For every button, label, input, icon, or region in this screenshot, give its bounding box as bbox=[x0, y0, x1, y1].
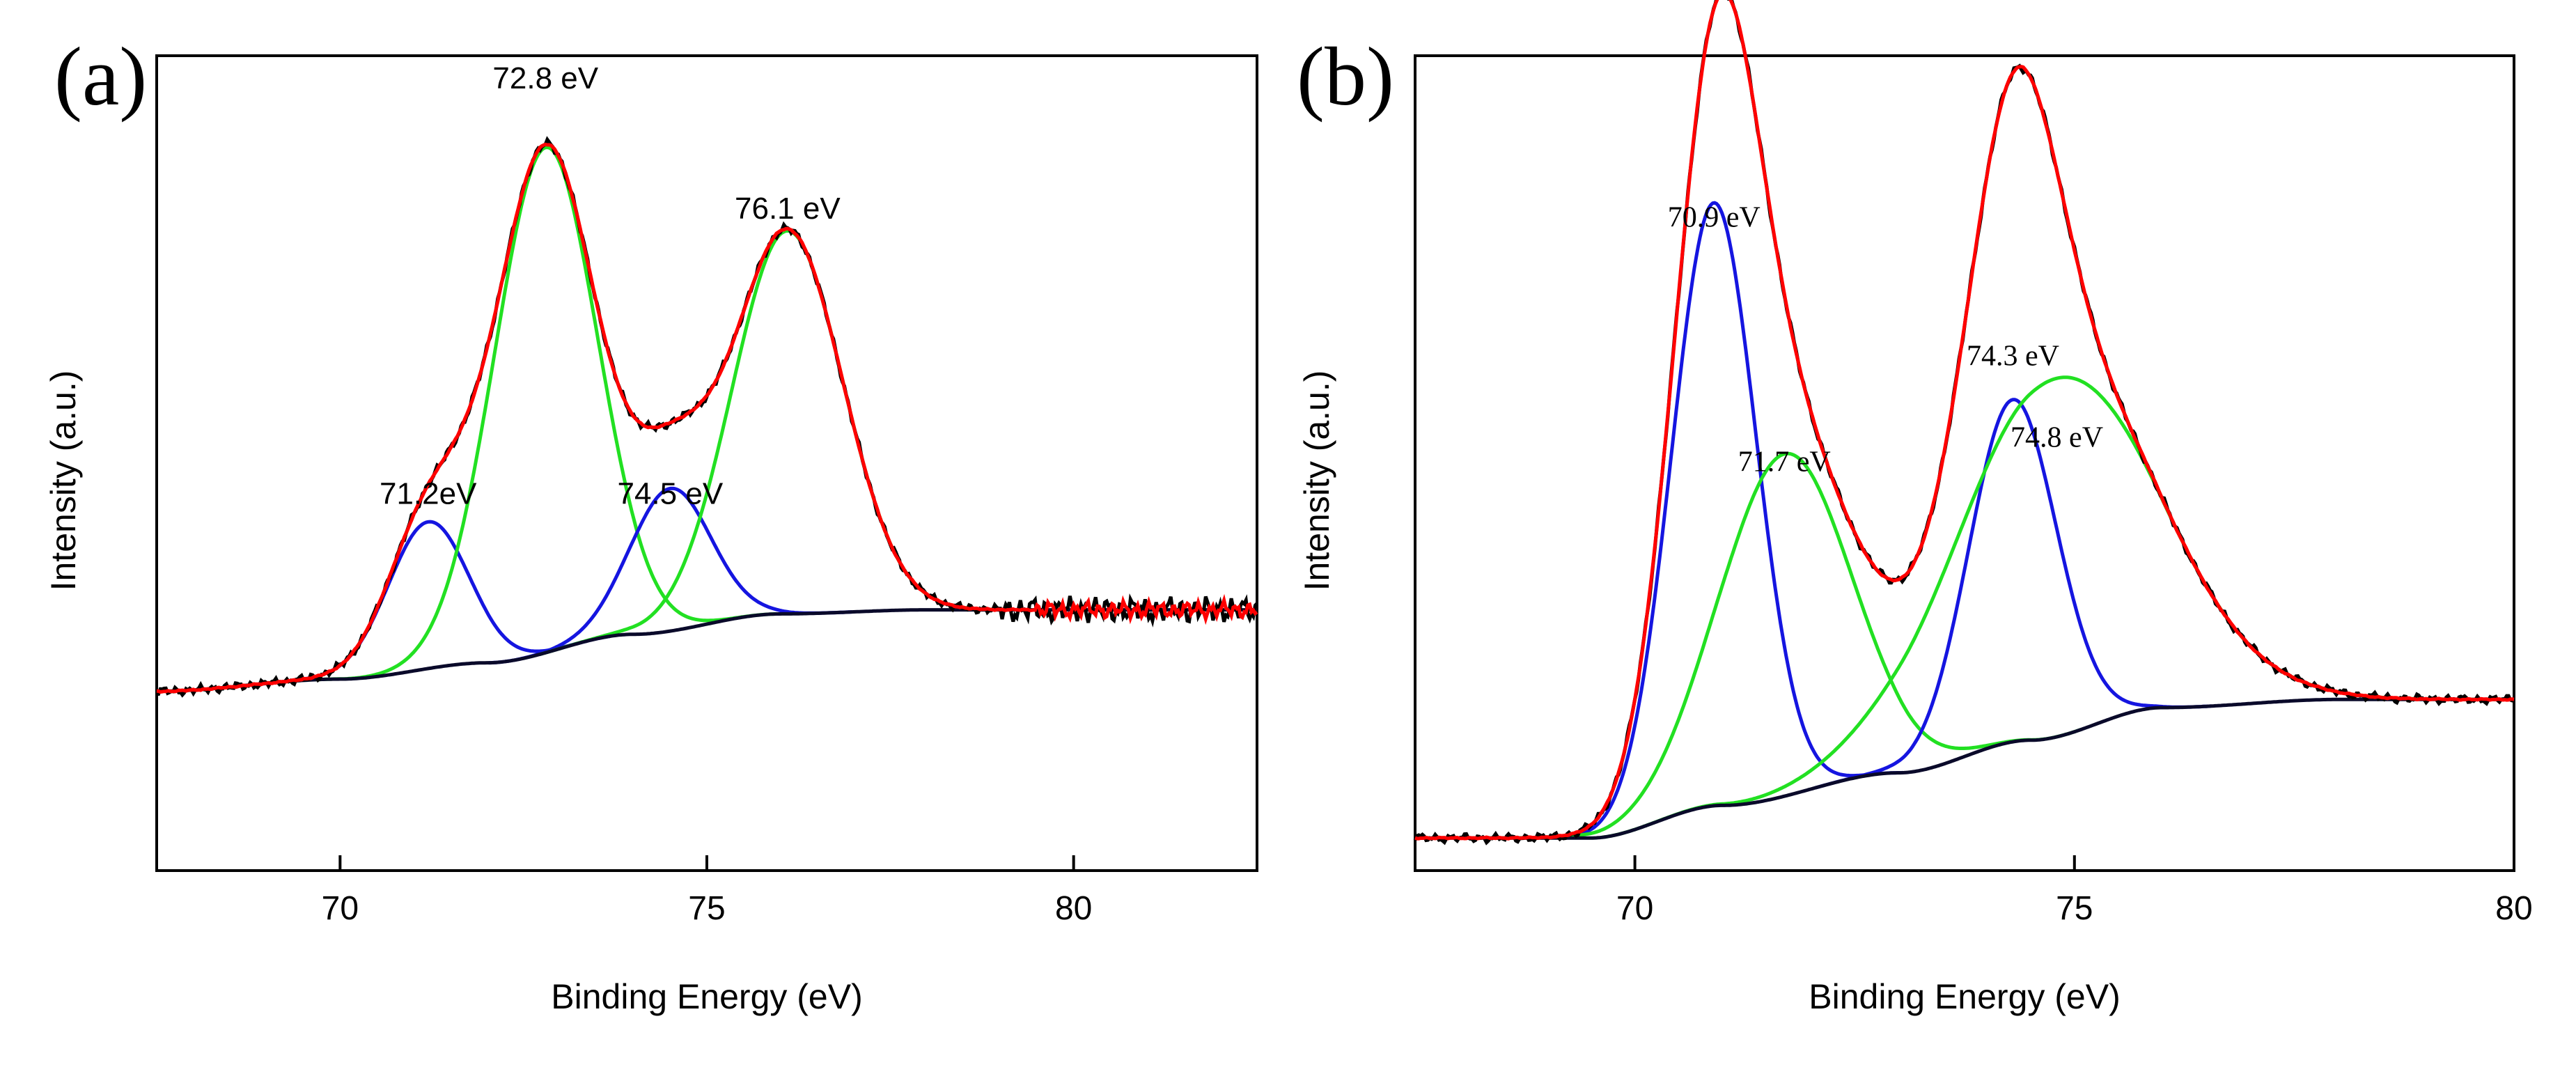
peak-label-b-2: 74.3 eV bbox=[1967, 341, 2059, 373]
peak-label-b-1: 71.7 eV bbox=[1738, 446, 1831, 478]
component-curve-a-1 bbox=[314, 146, 777, 682]
x-tick-label-b-1: 75 bbox=[2056, 890, 2093, 927]
x-ticks-b: 70 75 80 bbox=[1616, 855, 2533, 927]
peak-label-a-1: 76.1 eV bbox=[735, 192, 841, 226]
peak-labels-a: 72.8 eV 76.1 eV 71.2eV 74.5 eV bbox=[380, 61, 841, 511]
x-axis-title-b: Binding Energy (eV) bbox=[1809, 977, 2120, 1016]
peak-label-a-0: 72.8 eV bbox=[492, 61, 598, 95]
x-axis-title-a: Binding Energy (eV) bbox=[551, 977, 862, 1016]
component-curve-a-2 bbox=[488, 486, 852, 665]
component-curve-b-2 bbox=[1814, 398, 2211, 790]
x-tick-label-a-0: 70 bbox=[322, 890, 359, 927]
component-curve-b-1 bbox=[1488, 451, 2082, 840]
peak-labels-b: 70.9 eV 71.7 eV 74.3 eV 74.8 eV bbox=[1668, 202, 2103, 478]
x-ticks-a: 70 75 80 bbox=[322, 855, 1092, 927]
envelope-curve-a bbox=[156, 142, 1258, 694]
component-curve-b-0 bbox=[1524, 201, 1903, 840]
envelope-curve-b bbox=[1414, 0, 2515, 841]
component-curve-a-0 bbox=[246, 520, 610, 687]
x-tick-label-b-2: 80 bbox=[2495, 890, 2532, 927]
peak-label-b-3: 74.8 eV bbox=[2011, 422, 2103, 454]
curves-a bbox=[156, 136, 1258, 698]
panel-label-a: (a) bbox=[54, 30, 147, 123]
curves-b bbox=[1413, 0, 2515, 846]
x-tick-label-a-1: 75 bbox=[688, 890, 725, 927]
panel-a: (a) 70 75 80 72.8 eV 76.1 eV 71.2eV 74.5 eV B… bbox=[44, 30, 1258, 1016]
panel-label-b: (b) bbox=[1297, 30, 1394, 123]
peak-label-a-2: 71.2eV bbox=[380, 477, 477, 511]
x-tick-label-b-0: 70 bbox=[1616, 890, 1653, 927]
component-curve-a-3 bbox=[539, 228, 1036, 656]
plot-frame-b bbox=[1414, 54, 2515, 872]
peak-label-b-0: 70.9 eV bbox=[1668, 202, 1761, 234]
raw-data-curve-b bbox=[1413, 0, 2515, 846]
y-axis-title-b: Intensity (a.u.) bbox=[1297, 371, 1336, 591]
x-tick-label-a-2: 80 bbox=[1055, 890, 1092, 927]
peak-label-a-3: 74.5 eV bbox=[617, 477, 723, 511]
y-axis-title-a: Intensity (a.u.) bbox=[44, 371, 83, 591]
baseline-curve-b bbox=[1415, 697, 2514, 840]
plot-frame-a bbox=[155, 54, 1258, 872]
